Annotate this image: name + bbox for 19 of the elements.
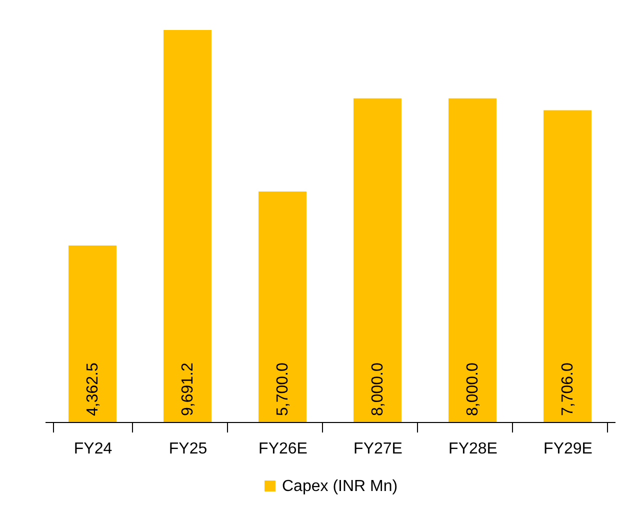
bar [68, 246, 116, 422]
bar [354, 98, 402, 422]
x-tick-label: FY27E [354, 440, 402, 458]
bar [258, 191, 306, 422]
data-label: 4,362.5 [84, 362, 102, 416]
x-tick-label: FY29E [544, 440, 592, 458]
data-label: 9,691.2 [180, 362, 196, 416]
legend-label: Capex (INR Mn) [282, 478, 398, 495]
x-tick-label: FY26E [258, 440, 308, 458]
data-label: 7,706.0 [560, 362, 576, 416]
data-label: 5,700.0 [274, 362, 292, 416]
x-tick-label: FY25 [168, 440, 208, 458]
data-label: 8,000.0 [464, 362, 482, 416]
bar [164, 30, 212, 422]
x-tick-label: FY28E [448, 440, 498, 458]
bar [544, 110, 592, 422]
x-tick-label: FY24 [74, 440, 112, 458]
bar [448, 98, 496, 422]
data-label: 8,000.0 [370, 362, 386, 416]
